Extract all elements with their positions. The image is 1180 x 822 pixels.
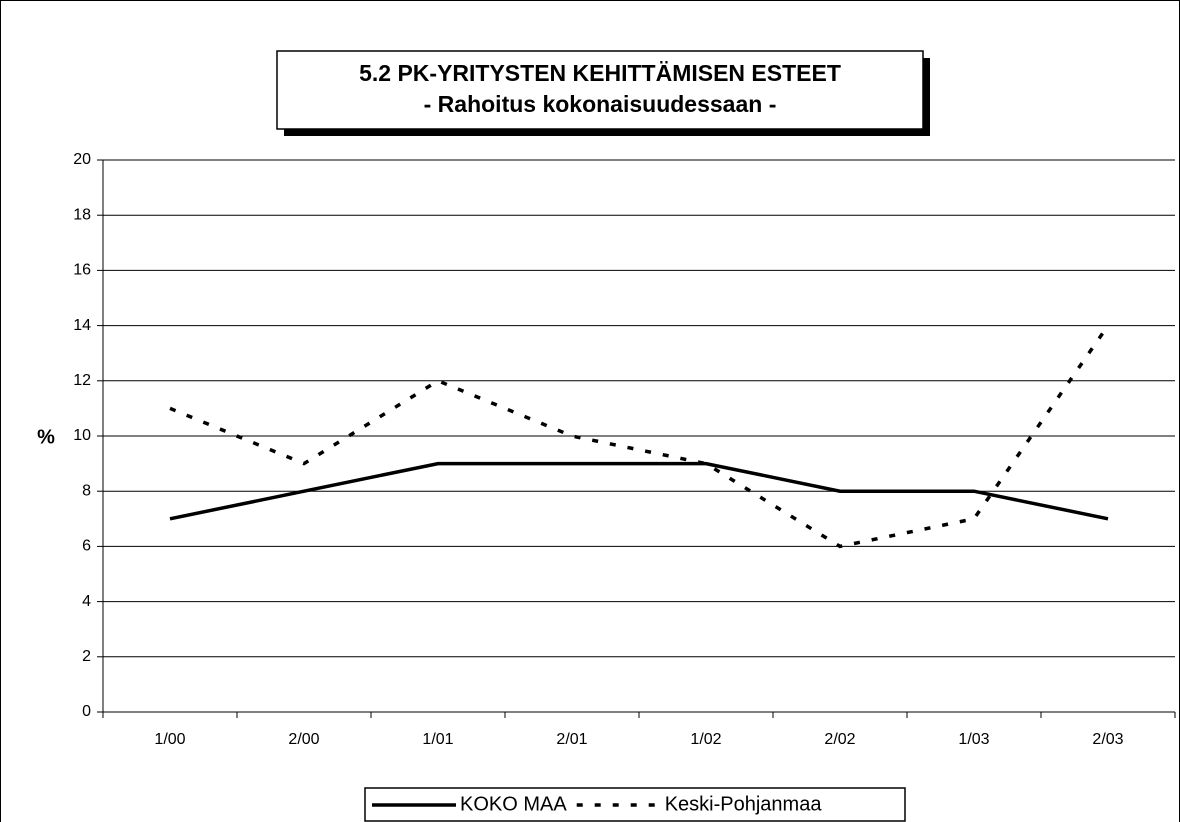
y-tick-label: 14: [73, 317, 91, 334]
y-tick-label: 18: [73, 206, 91, 223]
x-tick-label: 1/02: [690, 731, 721, 748]
title-box: [276, 50, 924, 130]
x-tick-label: 1/00: [154, 731, 185, 748]
x-tick-label: 1/03: [958, 731, 989, 748]
y-tick-label: 0: [82, 703, 91, 720]
y-tick-label: 10: [73, 427, 91, 444]
y-tick-label: 12: [73, 372, 91, 389]
y-tick-label: 8: [82, 482, 91, 499]
y-tick-label: 4: [82, 593, 91, 610]
y-tick-label: 2: [82, 648, 91, 665]
legend-label: KOKO MAA: [460, 793, 567, 815]
y-tick-label: 16: [73, 262, 91, 279]
chart-subtitle: - Rahoitus kokonaisuudessaan -: [424, 91, 777, 117]
legend-label: Keski-Pohjanmaa: [665, 793, 823, 815]
y-axis-label: %: [37, 426, 55, 448]
x-tick-label: 2/00: [288, 731, 319, 748]
x-tick-label: 2/03: [1092, 731, 1123, 748]
series-line: [169, 461, 1109, 521]
x-tick-label: 2/01: [556, 731, 587, 748]
chart-title: 5.2 PK-YRITYSTEN KEHITTÄMISEN ESTEET: [359, 60, 841, 86]
y-tick-label: 6: [82, 538, 91, 555]
x-tick-label: 2/02: [824, 731, 855, 748]
x-tick-label: 1/01: [422, 731, 453, 748]
y-tick-label: 20: [73, 151, 91, 168]
